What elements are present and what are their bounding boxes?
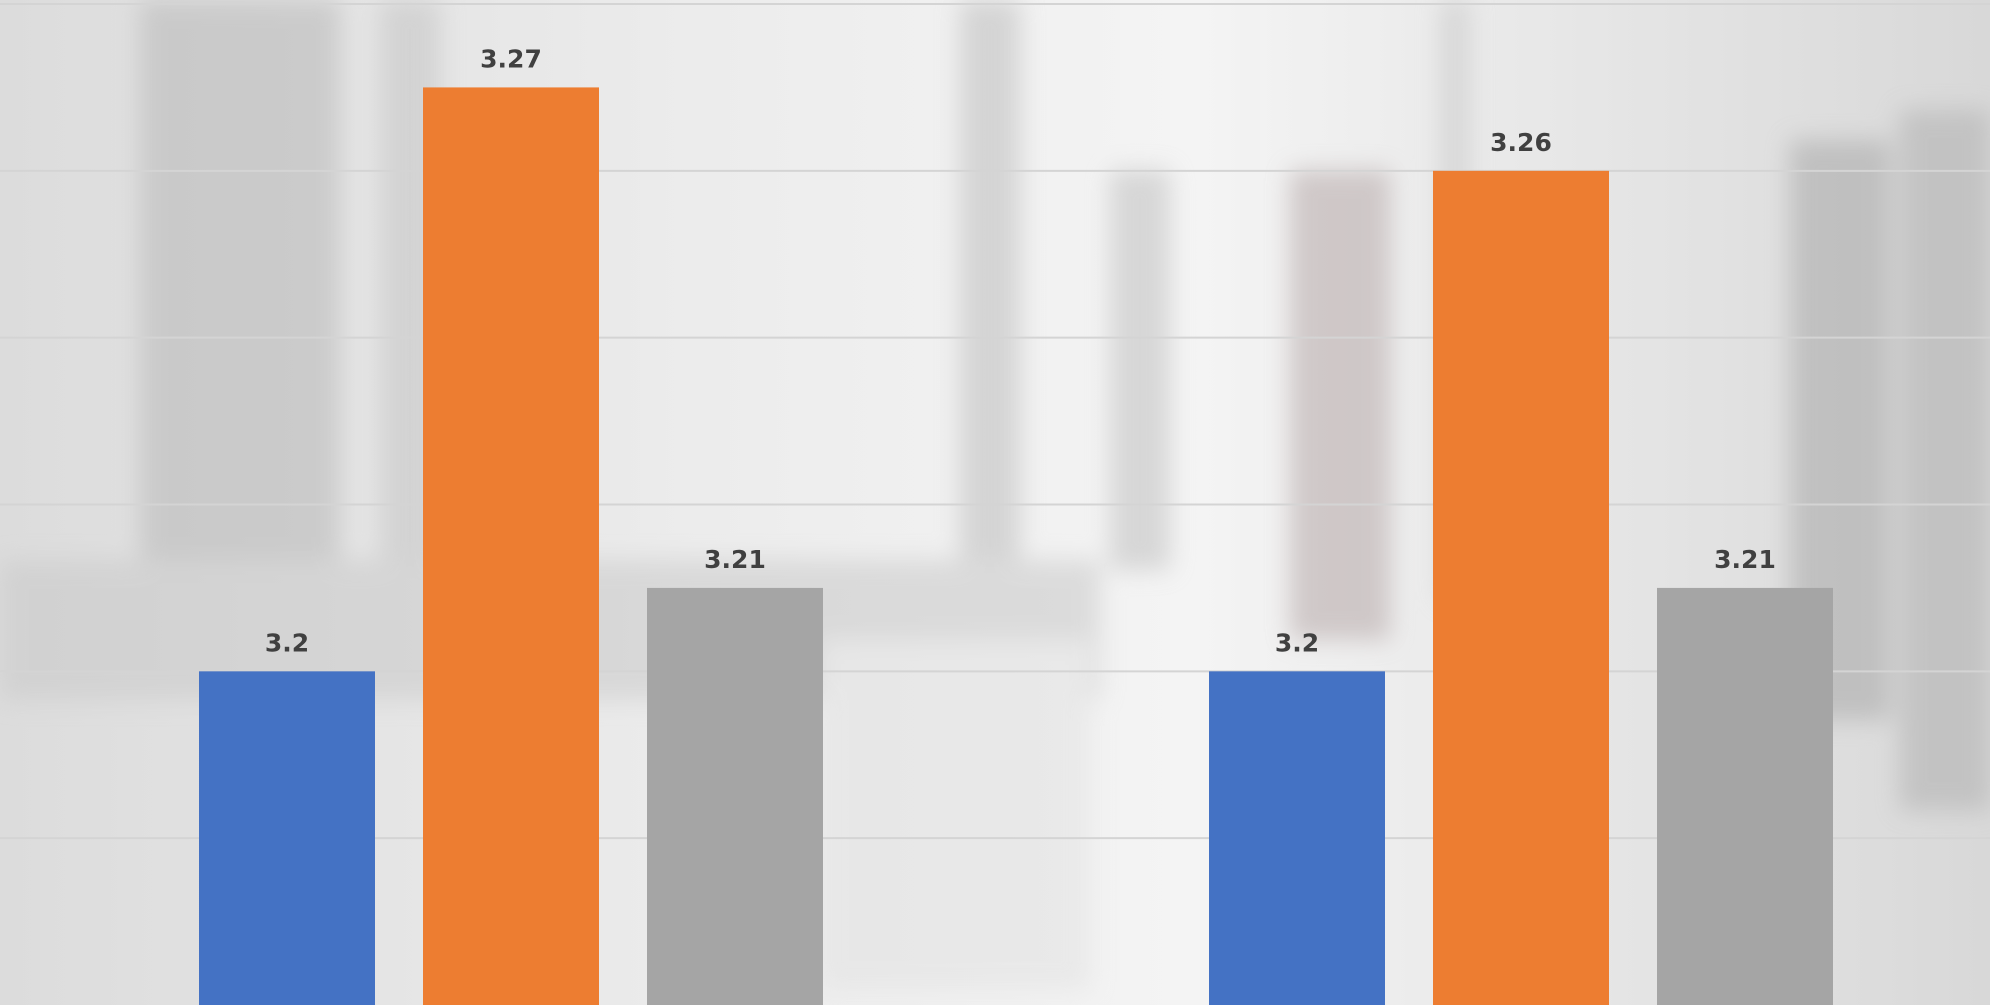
value-label: 3.21 <box>704 545 766 574</box>
bar <box>423 87 599 1005</box>
bar <box>1657 587 1833 1005</box>
bar <box>199 671 375 1005</box>
value-label: 3.26 <box>1490 128 1552 157</box>
value-label: 3.2 <box>265 628 309 657</box>
bar <box>1209 671 1385 1005</box>
bar <box>1433 170 1609 1005</box>
value-label: 3.2 <box>1275 628 1319 657</box>
bar <box>647 587 823 1005</box>
value-label: 3.21 <box>1714 545 1776 574</box>
value-label: 3.27 <box>480 44 542 73</box>
